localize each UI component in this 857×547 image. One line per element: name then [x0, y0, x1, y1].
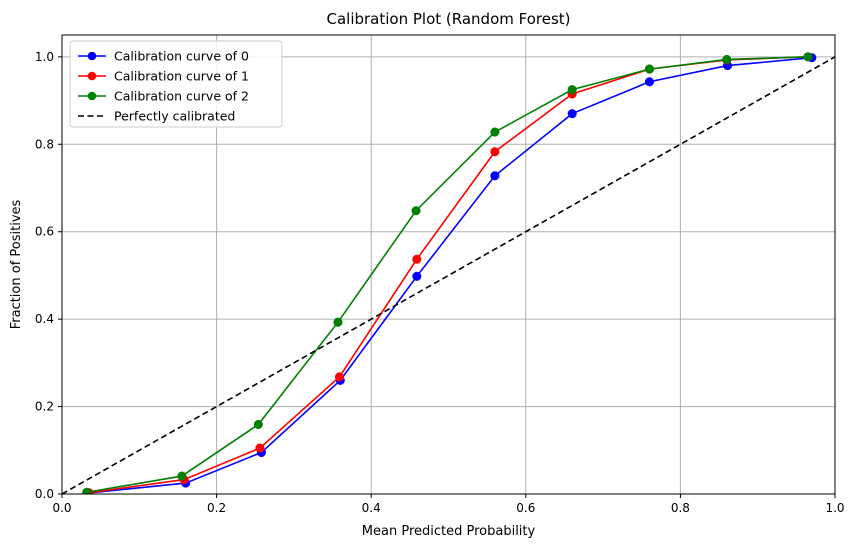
axis-ticks: 0.0 0.2 0.4 0.6 0.8 1.0 0.0 0.2 0.4 0.6 0.8 1.0: [35, 50, 845, 515]
x-axis-label: Mean Predicted Probability: [362, 524, 536, 539]
legend-box: [69, 40, 283, 128]
data-point-series-1: [490, 147, 500, 157]
data-point-series-2: [82, 487, 92, 494]
data-point-series-2: [722, 54, 732, 65]
plot-lines: [62, 52, 835, 494]
y-tick-label: 0.6: [35, 225, 54, 239]
legend-label: Calibration curve of 1: [114, 69, 249, 84]
data-point-series-0: [567, 109, 577, 119]
y-tick-label: 0.8: [35, 137, 54, 151]
legend-label: Perfectly calibrated: [114, 109, 235, 124]
x-tick-label: 0.0: [52, 501, 71, 515]
data-point-series-0: [490, 171, 500, 181]
series-line-0: [87, 56, 812, 494]
legend-label: Calibration curve of 2: [114, 89, 249, 104]
data-point-series-2: [803, 52, 813, 62]
data-point-series-2: [253, 419, 263, 430]
legend: Calibration curve of 0 Calibration curve …: [69, 40, 283, 128]
data-point-series-2: [490, 127, 500, 137]
data-point-series-2: [411, 206, 421, 216]
y-axis-label: Fraction of Positives: [9, 199, 24, 329]
y-tick-label: 0.4: [35, 312, 54, 326]
plot-frame: [61, 34, 836, 495]
x-tick-label: 0.8: [671, 501, 690, 515]
data-point-series-0: [644, 77, 655, 87]
chart-title: Calibration Plot (Random Forest): [326, 10, 570, 28]
data-point-series-2: [567, 85, 577, 95]
data-point-series-2: [333, 317, 343, 327]
legend-marker: [87, 51, 97, 61]
data-point-series-1: [255, 443, 265, 453]
data-point-series-1: [334, 372, 345, 382]
series-line-3: [62, 56, 835, 494]
x-tick-label: 0.6: [516, 501, 535, 515]
data-point-series-2: [644, 64, 655, 74]
y-tick-label: 0.2: [35, 400, 54, 414]
legend-marker: [87, 91, 97, 101]
series-line-2: [86, 56, 808, 494]
legend-marker: [87, 71, 97, 81]
data-point-series-0: [412, 271, 422, 281]
x-tick-label: 0.4: [362, 501, 381, 515]
y-tick-label: 1.0: [35, 50, 54, 64]
x-tick-label: 0.2: [207, 501, 226, 515]
data-point-series-2: [177, 471, 187, 481]
y-tick-label: 0.0: [35, 487, 54, 501]
x-tick-label: 1.0: [825, 501, 844, 515]
legend-label: Calibration curve of 0: [114, 49, 249, 64]
data-point-series-1: [412, 254, 422, 264]
